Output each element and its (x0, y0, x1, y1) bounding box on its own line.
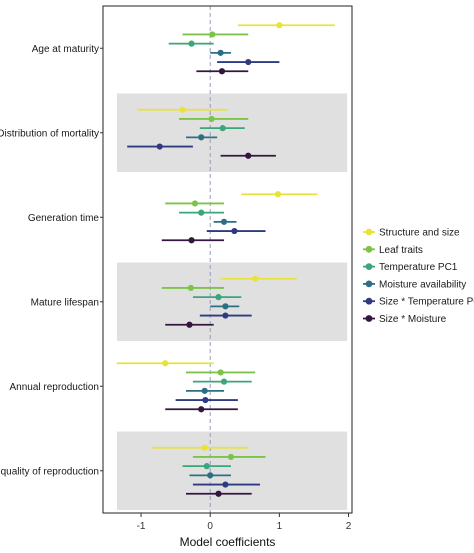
estimate-point (217, 369, 224, 376)
estimate-point (218, 68, 226, 75)
estimate-point (202, 396, 209, 404)
legend-label: Temperature PC1 (379, 262, 458, 273)
estimate-point (208, 115, 215, 123)
estimate-point (201, 387, 208, 394)
x-tick-label: -1 (137, 521, 146, 532)
legend-label: Structure and size (379, 228, 460, 239)
estimate-point (198, 209, 205, 216)
estimate-point (219, 125, 226, 132)
legend-key-point (365, 280, 373, 288)
estimate-point (198, 406, 205, 413)
estimate-point (209, 31, 216, 38)
legend-key-point (365, 263, 373, 270)
estimate-point (156, 143, 163, 150)
estimate-point (220, 378, 228, 385)
estimate-point (245, 58, 252, 66)
shaded-band (117, 93, 348, 172)
estimate-point (227, 453, 235, 461)
estimate-point (231, 227, 238, 235)
category-label: Annual reproduction (9, 382, 99, 393)
category-labels: Age at maturity Distribution of mortality… (0, 44, 103, 477)
shaded-bands (117, 93, 348, 510)
x-axis-title: Model coefficients (180, 535, 276, 549)
category-label: Inequality of reproduction (0, 466, 99, 477)
coefficient-marks (116, 22, 335, 497)
legend-label: Leaf traits (379, 245, 423, 256)
x-tick-label: 0 (207, 521, 213, 532)
legend-key-point (365, 315, 373, 322)
estimate-point (220, 218, 228, 225)
legend: Structure and size Leaf traits Temperature… (363, 228, 474, 325)
estimate-point (245, 152, 252, 159)
estimate-point (187, 284, 194, 292)
estimate-point (198, 134, 205, 141)
shaded-band (117, 262, 348, 341)
estimate-point (191, 200, 199, 207)
estimate-point (207, 472, 214, 479)
plot-panel-border (102, 5, 353, 514)
estimate-point (215, 490, 222, 497)
estimate-point (252, 275, 259, 282)
x-axis-ticks: -1 0 1 2 (137, 513, 352, 532)
legend-label: Size * Temperature PC1 (379, 297, 474, 308)
category-label: Age at maturity (32, 44, 99, 55)
estimate-point (222, 303, 229, 310)
category-label: Distribution of mortality (0, 128, 99, 139)
estimate-point (201, 444, 208, 451)
legend-label: Moisture availability (379, 279, 466, 290)
estimate-point (162, 360, 169, 367)
estimate-point (188, 40, 195, 47)
estimate-point (215, 294, 222, 301)
legend-label: Size * Moisture (379, 314, 447, 325)
estimate-point (179, 106, 186, 113)
estimate-point (203, 463, 210, 470)
legend-key-point (365, 228, 373, 236)
estimate-point (276, 22, 283, 29)
estimate-point (188, 237, 195, 244)
estimate-point (274, 191, 282, 198)
estimate-point (217, 49, 224, 56)
legend-key-point (365, 245, 373, 253)
estimate-point (186, 321, 193, 328)
category-label: Mature lifespan (31, 297, 99, 308)
legend-key-point (365, 297, 373, 305)
x-tick-label: 1 (277, 521, 283, 532)
x-tick-label: 2 (346, 521, 352, 532)
shaded-band (117, 431, 348, 510)
estimate-point (222, 481, 229, 488)
category-label: Generation time (28, 213, 100, 224)
estimate-point (222, 312, 229, 319)
